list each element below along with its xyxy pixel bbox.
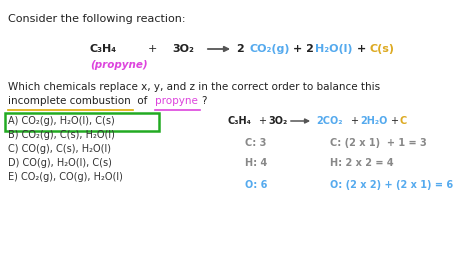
Text: 3O₂: 3O₂ [268, 116, 287, 126]
Text: CO₂(g): CO₂(g) [250, 44, 291, 54]
Text: + 2: + 2 [293, 44, 318, 54]
Text: C: (2 x 1)  + 1 = 3: C: (2 x 1) + 1 = 3 [330, 138, 427, 148]
Text: of: of [134, 96, 151, 106]
Text: (propyne): (propyne) [90, 60, 147, 70]
Text: H: 4: H: 4 [245, 158, 267, 168]
Text: C₃H₄: C₃H₄ [90, 44, 117, 54]
Text: +: + [148, 44, 157, 54]
Text: propyne: propyne [155, 96, 198, 106]
Text: D) CO(g), H₂O(l), C(s): D) CO(g), H₂O(l), C(s) [8, 158, 112, 168]
Text: O: 6: O: 6 [245, 180, 267, 190]
Text: +: + [390, 116, 398, 126]
Text: C) CO(g), C(s), H₂O(l): C) CO(g), C(s), H₂O(l) [8, 144, 111, 154]
Text: C: 3: C: 3 [245, 138, 266, 148]
Text: C₃H₄: C₃H₄ [228, 116, 252, 126]
Text: 2CO₂: 2CO₂ [316, 116, 343, 126]
Text: C: C [400, 116, 407, 126]
Text: +: + [258, 116, 266, 126]
Text: A) CO₂(g), H₂O(l), C(s): A) CO₂(g), H₂O(l), C(s) [8, 116, 115, 126]
Text: B) CO₂(g), C(s), H₂O(l): B) CO₂(g), C(s), H₂O(l) [8, 130, 115, 140]
Text: 2H₂O: 2H₂O [360, 116, 387, 126]
Text: E) CO₂(g), CO(g), H₂O(l): E) CO₂(g), CO(g), H₂O(l) [8, 172, 123, 182]
Text: C(s): C(s) [370, 44, 395, 54]
Text: +: + [357, 44, 366, 54]
Text: H₂O(l): H₂O(l) [315, 44, 353, 54]
Text: 2: 2 [237, 44, 249, 54]
Text: O: (2 x 2) + (2 x 1) = 6: O: (2 x 2) + (2 x 1) = 6 [330, 180, 453, 190]
Text: incomplete combustion: incomplete combustion [8, 96, 131, 106]
Text: Consider the following reaction:: Consider the following reaction: [8, 14, 185, 24]
Text: 3O₂: 3O₂ [172, 44, 194, 54]
Text: ?: ? [201, 96, 207, 106]
Text: Which chemicals replace x, y, and z in the correct order to balance this: Which chemicals replace x, y, and z in t… [8, 82, 380, 92]
Text: H: 2 x 2 = 4: H: 2 x 2 = 4 [330, 158, 393, 168]
Text: +: + [350, 116, 358, 126]
